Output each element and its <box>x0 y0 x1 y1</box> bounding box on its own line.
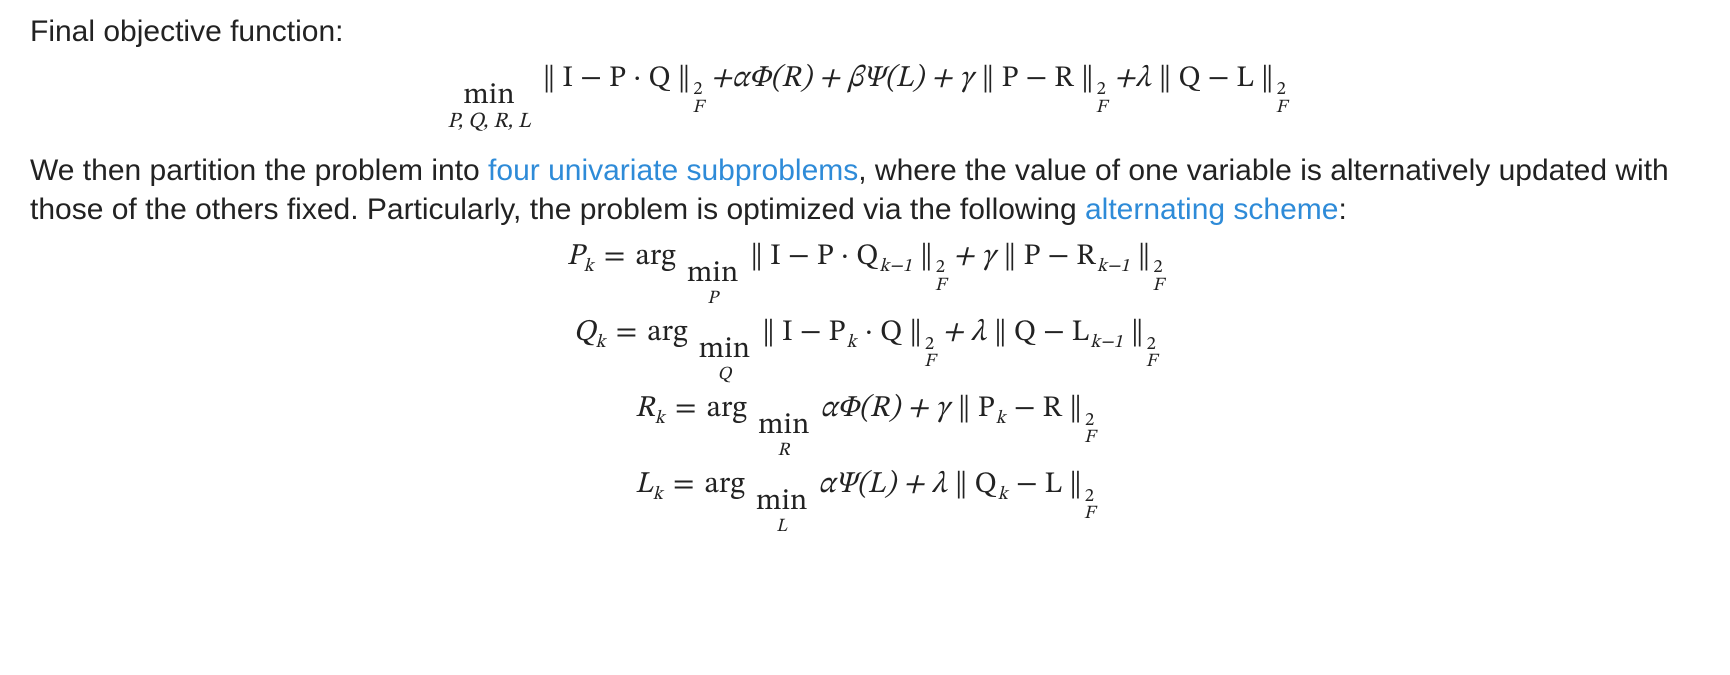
argmin-L: min L <box>756 487 807 537</box>
para-text-1: We then partition the problem into <box>30 154 488 187</box>
equation-Qk: Qk = arg min Q ‖ I − Pk · Q ‖2F + λ ‖ Q … <box>30 311 1700 384</box>
para-text-3: : <box>1338 193 1346 226</box>
highlight-alternating: alternating scheme <box>1085 193 1338 226</box>
objective-equation: min P, Q, R, L ‖ I − P · Q ‖2F +αΦ(R) + … <box>30 57 1700 143</box>
highlight-subproblems: four univariate subproblems <box>488 154 858 187</box>
term-norm2: ‖ P − R ‖ <box>981 64 1095 94</box>
argmin-R: min R <box>758 411 809 461</box>
argmin-P: min P <box>687 259 738 309</box>
term-norm3: ‖ Q − L ‖ <box>1158 64 1275 94</box>
explanation-paragraph: We then partition the problem into four … <box>30 151 1700 229</box>
equation-Lk: Lk = arg min L αΨ(L) + λ ‖ Qk − L ‖2F <box>30 463 1700 536</box>
term-mid: +αΦ(R) + βΨ(L) + γ <box>710 64 980 94</box>
min-operator: min P, Q, R, L <box>447 81 530 134</box>
alternating-scheme: Pk = arg min P ‖ I − P · Qk−1 ‖2F + γ ‖ … <box>30 235 1700 536</box>
section-heading: Final objective function: <box>30 12 1700 51</box>
slide-content: Final objective function: min P, Q, R, L… <box>0 0 1730 675</box>
term-norm1: ‖ I − P · Q ‖ <box>542 64 692 94</box>
equation-Rk: Rk = arg min R αΦ(R) + γ ‖ Pk − R ‖2F <box>30 387 1700 460</box>
term-lambda: +λ <box>1114 64 1158 94</box>
equation-Pk: Pk = arg min P ‖ I − P · Qk−1 ‖2F + γ ‖ … <box>30 235 1700 308</box>
argmin-Q: min Q <box>699 335 750 385</box>
